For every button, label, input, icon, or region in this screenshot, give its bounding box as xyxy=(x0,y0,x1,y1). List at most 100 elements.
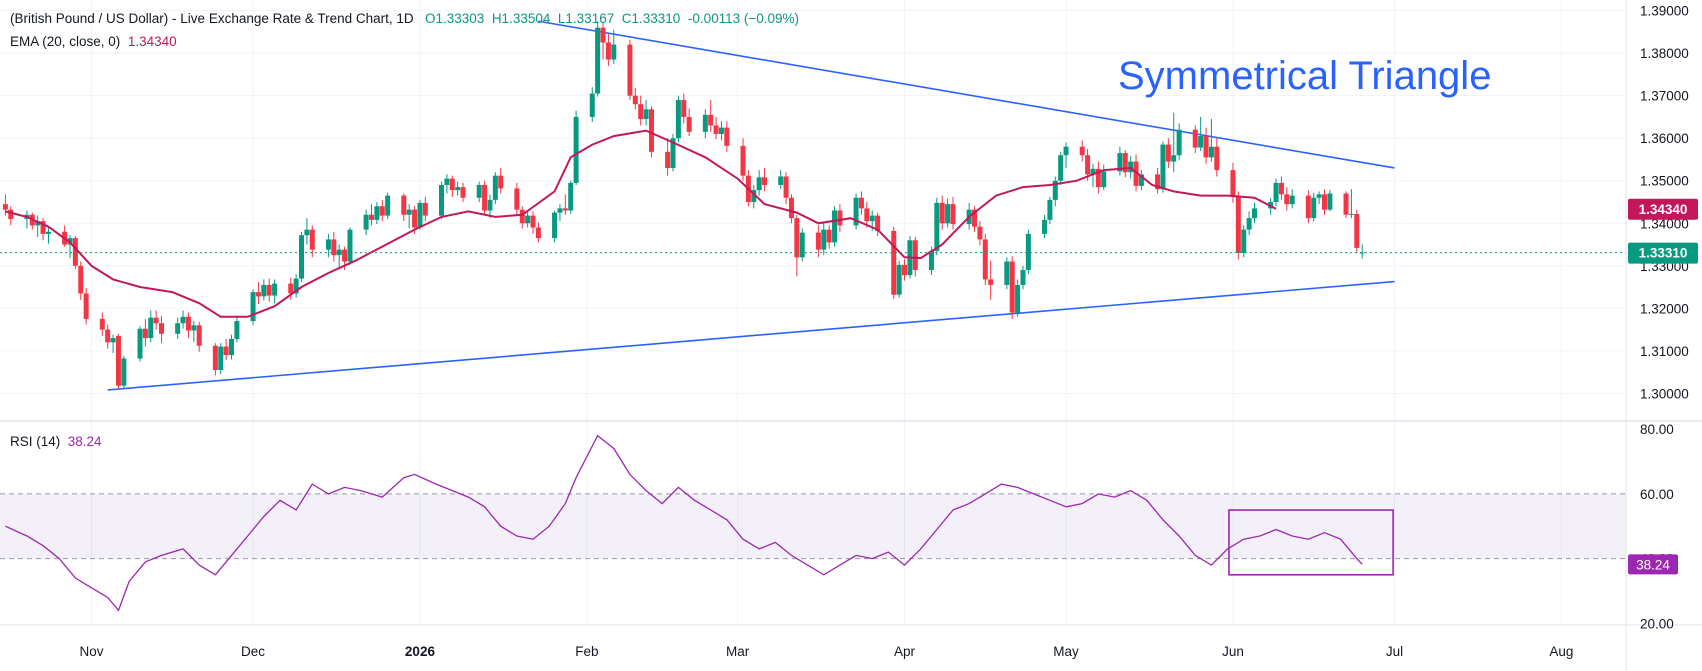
candle-body xyxy=(1343,193,1349,215)
candle-body xyxy=(891,230,897,295)
candle-body xyxy=(686,116,692,132)
candle-body xyxy=(648,109,654,152)
symbol-title: (British Pound / US Dollar) - Live Excha… xyxy=(10,11,414,26)
candle-body xyxy=(212,345,218,370)
candle-body xyxy=(557,208,563,213)
candle-body xyxy=(783,176,789,198)
candle-body xyxy=(223,346,229,356)
candle-body xyxy=(552,212,558,239)
candle-body xyxy=(896,264,902,295)
ema-line xyxy=(5,129,1277,318)
candle-body xyxy=(487,199,493,211)
time-tick-label: Dec xyxy=(241,644,265,659)
candle-body xyxy=(1354,213,1360,248)
candle-body xyxy=(142,328,148,339)
rsi-value-tag xyxy=(1628,554,1678,575)
candle-body xyxy=(595,27,601,94)
candle-body xyxy=(1009,261,1015,313)
candle-body xyxy=(875,215,881,231)
candle-body xyxy=(762,177,768,185)
candle-body xyxy=(573,116,579,183)
candle-body xyxy=(438,184,444,216)
candle-body xyxy=(272,283,278,296)
candle-body xyxy=(385,195,391,216)
candle-body xyxy=(1128,161,1134,173)
candle-body xyxy=(1090,168,1096,175)
rsi-band-lines xyxy=(0,493,1626,560)
candle-body xyxy=(83,293,89,319)
rsi-legend[interactable]: RSI (14) 38.24 xyxy=(10,434,102,449)
rsi-legend-label: RSI (14) xyxy=(10,434,61,449)
candle-body xyxy=(196,325,202,346)
candle-body xyxy=(525,215,531,224)
rsi-highlight-box xyxy=(1228,509,1394,576)
candle-body xyxy=(229,338,235,356)
ohlc-open: O1.33303 xyxy=(424,11,485,26)
candle-body xyxy=(1047,199,1053,220)
candle-body xyxy=(406,209,412,215)
time-tick-label: Nov xyxy=(80,644,104,659)
candle-body xyxy=(1020,270,1026,285)
candle-body xyxy=(153,317,159,324)
candle-body xyxy=(945,204,951,224)
candle-body xyxy=(869,215,875,222)
candle-body xyxy=(853,197,859,226)
candle-body xyxy=(858,197,864,209)
candle-body xyxy=(266,284,272,296)
price-tick-label: 1.32000 xyxy=(1640,301,1689,316)
candle-body xyxy=(99,318,105,330)
candle-body xyxy=(778,176,784,185)
candle-body xyxy=(379,206,385,216)
candle-body xyxy=(665,151,671,168)
candle-body xyxy=(988,279,994,285)
ohlc-low: L1.33167 xyxy=(557,11,615,26)
candle-body xyxy=(1176,129,1182,156)
candle-body xyxy=(250,292,256,322)
candle-body xyxy=(977,226,983,240)
candle-body xyxy=(498,175,504,189)
candle-body xyxy=(972,209,978,227)
price-tick-label: 1.31000 xyxy=(1640,344,1689,359)
candle-body xyxy=(288,283,294,294)
candle-body xyxy=(460,187,466,198)
ema-price-tag xyxy=(1628,198,1698,220)
candle-body xyxy=(78,265,84,294)
pattern-annotation: Symmetrical Triangle xyxy=(1118,54,1492,98)
candle-body xyxy=(788,197,794,219)
candle-body xyxy=(455,187,461,191)
candle-body xyxy=(1284,194,1290,205)
candle-body xyxy=(708,114,714,126)
candles xyxy=(2,21,1365,390)
candle-body xyxy=(1160,144,1166,190)
candle-body xyxy=(675,99,681,139)
candle-body xyxy=(1042,219,1048,234)
rsi-value-tag-text: 38.24 xyxy=(1636,557,1670,572)
candle-body xyxy=(821,229,827,250)
candle-body xyxy=(422,202,428,216)
candle-body xyxy=(514,188,520,210)
candle-body xyxy=(740,145,746,176)
candle-body xyxy=(1305,195,1311,219)
time-tick-label: Apr xyxy=(894,644,916,659)
candle-body xyxy=(826,229,832,243)
candle-body xyxy=(1321,194,1327,210)
ema-legend[interactable]: EMA (20, close, 0) 1.34340 xyxy=(10,34,177,49)
candle-body xyxy=(191,325,197,331)
grid-layer xyxy=(0,0,1626,625)
candle-body xyxy=(137,328,143,359)
candle-body xyxy=(449,178,455,191)
candle-body xyxy=(261,284,267,297)
candle-body xyxy=(347,229,353,262)
candle-body xyxy=(530,215,536,228)
price-tick-label: 1.36000 xyxy=(1640,131,1689,146)
candle-body xyxy=(1004,261,1010,285)
candle-body xyxy=(1079,146,1085,156)
candle-body xyxy=(1273,182,1279,202)
ema-price-tag-text: 1.34340 xyxy=(1639,202,1688,217)
candle-body xyxy=(632,95,638,105)
ema-legend-label: EMA (20, close, 0) xyxy=(10,34,121,49)
candle-body xyxy=(519,209,525,224)
rsi-band xyxy=(0,493,1626,559)
candle-body xyxy=(110,338,116,343)
